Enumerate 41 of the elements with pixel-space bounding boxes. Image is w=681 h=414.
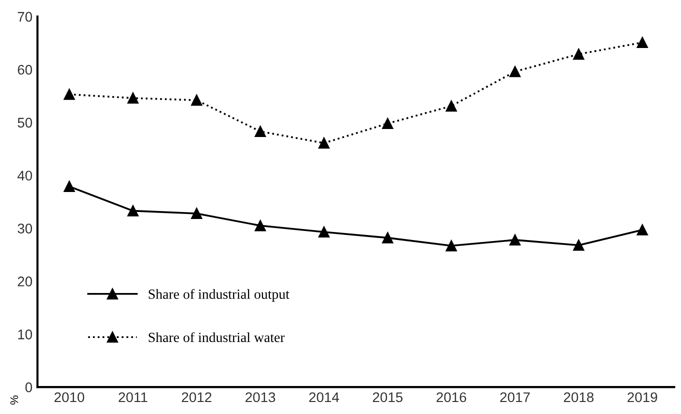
point [636, 36, 648, 48]
point [191, 94, 202, 106]
x-tick-label: 2013 [246, 392, 276, 402]
y-axis-title: % [10, 396, 18, 405]
y-tick-label: 10 [18, 329, 32, 340]
x-tick-label: 2012 [182, 392, 212, 402]
point [64, 180, 75, 192]
y-tick-label: 60 [18, 64, 32, 75]
point [318, 226, 330, 238]
point [127, 92, 139, 104]
x-tick-label: 2017 [500, 392, 530, 402]
point [573, 48, 584, 60]
point [446, 100, 457, 112]
x-tick-label: 2011 [118, 392, 148, 402]
point [382, 232, 394, 244]
legend-label: Share of industrial output [148, 288, 290, 302]
x-tick-label: 2019 [628, 392, 658, 402]
point [64, 88, 75, 100]
y-tick-label: 30 [18, 224, 32, 234]
legend-label: Share of industrial water [148, 332, 285, 342]
point [382, 118, 394, 130]
point [509, 66, 521, 78]
x-tick-label: 2015 [372, 392, 403, 402]
x-tick-label: 2018 [564, 392, 594, 402]
point [636, 224, 648, 236]
y-tick-label: 40 [17, 170, 32, 181]
y-tick-label: 70 [18, 12, 32, 22]
y-tick-label: 20 [18, 276, 32, 286]
point [191, 208, 202, 220]
point [509, 234, 521, 246]
x-tick-label: 2016 [436, 392, 466, 402]
x-tick-label: 2010 [54, 392, 84, 402]
y-tick-label: 0 [25, 382, 32, 392]
point [127, 205, 139, 216]
point [318, 138, 330, 149]
point [254, 126, 266, 137]
y-tick-label: 50 [18, 118, 32, 128]
x-tick-label: 2014 [309, 392, 340, 402]
point [446, 240, 457, 252]
point [254, 220, 266, 232]
point [573, 240, 584, 251]
